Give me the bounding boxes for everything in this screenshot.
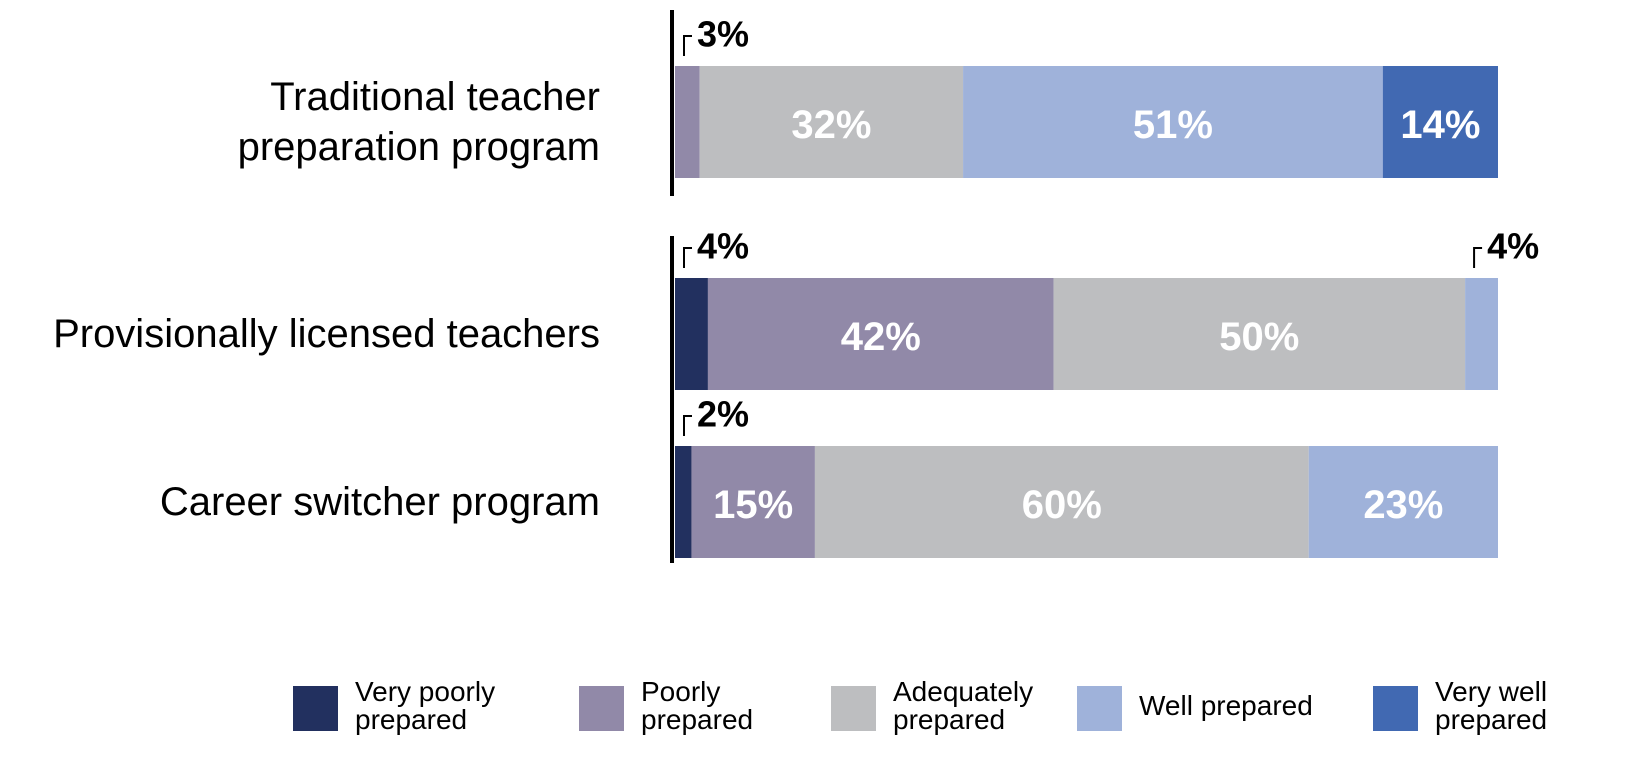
data-label: 50% [1219,315,1299,359]
bar-segment [1382,66,1498,178]
bar-segment [1053,278,1466,390]
bar-segment [1308,446,1498,558]
legend-label: Well prepared [1139,690,1313,721]
data-label: 3% [697,14,749,55]
label-bracket [1473,247,1483,268]
legend-label: Poorly prepared [641,676,754,735]
category-label: Traditional teacher preparation program [237,75,600,169]
data-label: 2% [697,394,749,435]
bar-segment [691,446,815,558]
data-label: 23% [1363,483,1443,527]
category-label: Provisionally licensed teachers [53,312,600,356]
data-label: 32% [791,103,871,147]
bar-segment [675,278,708,390]
label-bracket [683,35,692,56]
data-label: 51% [1133,103,1213,147]
bar-segment [814,446,1309,558]
data-label: 4% [697,226,749,267]
legend-swatch [579,686,624,731]
data-label: 60% [1022,483,1102,527]
legend-swatch [293,686,338,731]
legend-label: Very well prepared [1435,676,1548,735]
legend-swatch [831,686,876,731]
bar-segment [1465,278,1498,390]
bar-segment [675,446,692,558]
bar-segment [699,66,964,178]
legend-label: Adequately prepared [893,676,1034,735]
data-label: 4% [1487,226,1539,267]
label-bracket [683,415,692,436]
legend-label: Very poorly prepared [355,676,496,735]
legend-swatch [1077,686,1122,731]
bar-segment [963,66,1383,178]
bar-segment [707,278,1054,390]
data-label: 42% [841,315,921,359]
bar-segment [675,66,700,178]
legend-swatch [1373,686,1418,731]
label-bracket [683,247,692,268]
data-label: 15% [713,483,793,527]
category-label: Career switcher program [159,480,600,524]
data-label: 14% [1400,103,1480,147]
